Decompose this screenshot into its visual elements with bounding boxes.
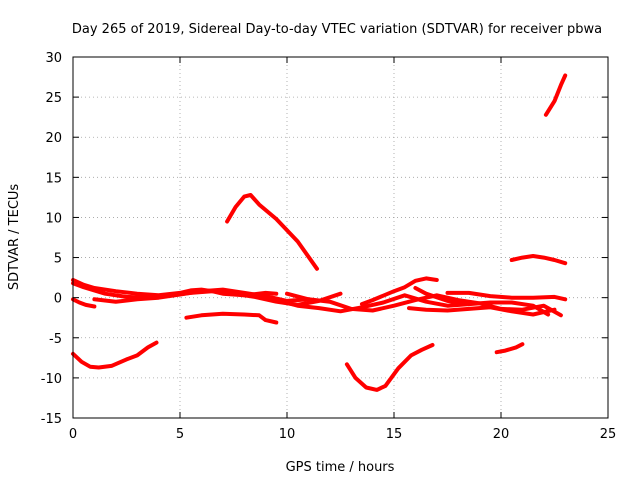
series-line-arc-15	[494, 342, 525, 355]
x-tick-label: 20	[493, 427, 510, 442]
series-line-arc-12	[407, 305, 557, 317]
y-tick-label: 30	[45, 51, 62, 66]
series-layer	[71, 73, 568, 392]
grid	[73, 57, 608, 418]
x-tick-label: 15	[386, 427, 403, 442]
y-tick-label: -5	[49, 332, 62, 347]
series-line-arc-13	[413, 286, 551, 317]
series-line-arc-17	[543, 73, 568, 117]
y-axis-label: SDTVAR / TECUs	[7, 184, 22, 291]
x-tick-label: 25	[600, 427, 617, 442]
y-tick-label: 0	[54, 292, 62, 307]
plot-frame	[72, 56, 609, 419]
series-line-arc-5	[71, 340, 159, 370]
series-line-arc-11	[359, 276, 439, 307]
y-tick-label: -15	[41, 412, 62, 427]
series-line-arc-14	[445, 290, 568, 302]
x-tick-label: 5	[176, 427, 184, 442]
series-line-arc-4	[92, 287, 311, 304]
y-tick-label: -10	[41, 372, 62, 387]
x-tick-label: 0	[69, 427, 77, 442]
y-tick-label: 20	[45, 131, 62, 146]
axis-ticks: 0 5 10 15 20 25 -15 -10 -5 0 5 10 15 20 25 30	[41, 51, 617, 442]
series-line-arc-16	[509, 254, 568, 266]
chart-title: Day 265 of 2019, Sidereal Day-to-day VTE…	[72, 22, 602, 37]
series-line-arc-6	[184, 311, 279, 325]
y-tick-label: 15	[45, 171, 62, 186]
series-line-arc-7	[225, 193, 319, 271]
y-tick-label: 10	[45, 211, 62, 226]
y-tick-label: 25	[45, 91, 62, 106]
x-axis-label: GPS time / hours	[286, 460, 395, 475]
series-line-arc-10	[344, 343, 435, 392]
y-tick-label: 5	[54, 252, 62, 267]
series-line-arc-9	[285, 291, 563, 318]
x-tick-label: 10	[279, 427, 296, 442]
series-line-arc-3	[71, 297, 97, 309]
series-line-arc-8	[274, 293, 471, 314]
